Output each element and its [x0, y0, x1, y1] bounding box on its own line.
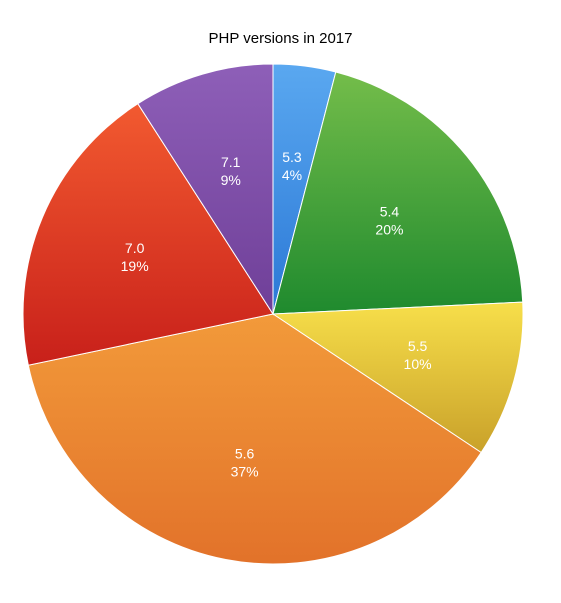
- pie-slice-7-1: [137, 63, 274, 316]
- slice-percent-5-5: 10%: [404, 356, 432, 372]
- slice-percent-7-1: 9%: [221, 172, 241, 188]
- pie-slice-7-0: [22, 102, 274, 366]
- slice-percent-5-6: 37%: [231, 463, 259, 479]
- pie-slices: [22, 63, 524, 565]
- pie-slice-5-4: [272, 71, 524, 315]
- slice-label-5-4: 5.4: [380, 203, 400, 219]
- slice-percent-5-3: 4%: [282, 167, 302, 183]
- slice-label-7-0: 7.0: [125, 240, 145, 256]
- chart-title: PHP versions in 2017: [208, 30, 353, 47]
- slice-label-5-6: 5.6: [235, 445, 255, 461]
- slice-label-5-3: 5.3: [282, 149, 302, 165]
- pie-slice-5-6: [27, 313, 482, 565]
- slice-label-7-1: 7.1: [221, 154, 241, 170]
- pie-labels: 5.3 4% 5.4 20% 5.5 10% 5.6 37% 7.0 19% 7.1 9%: [121, 149, 432, 479]
- slice-percent-7-0: 19%: [121, 258, 149, 274]
- pie-slice-5-5: [271, 301, 524, 454]
- slice-percent-5-4: 20%: [375, 221, 403, 237]
- slice-label-5-5: 5.5: [408, 338, 428, 354]
